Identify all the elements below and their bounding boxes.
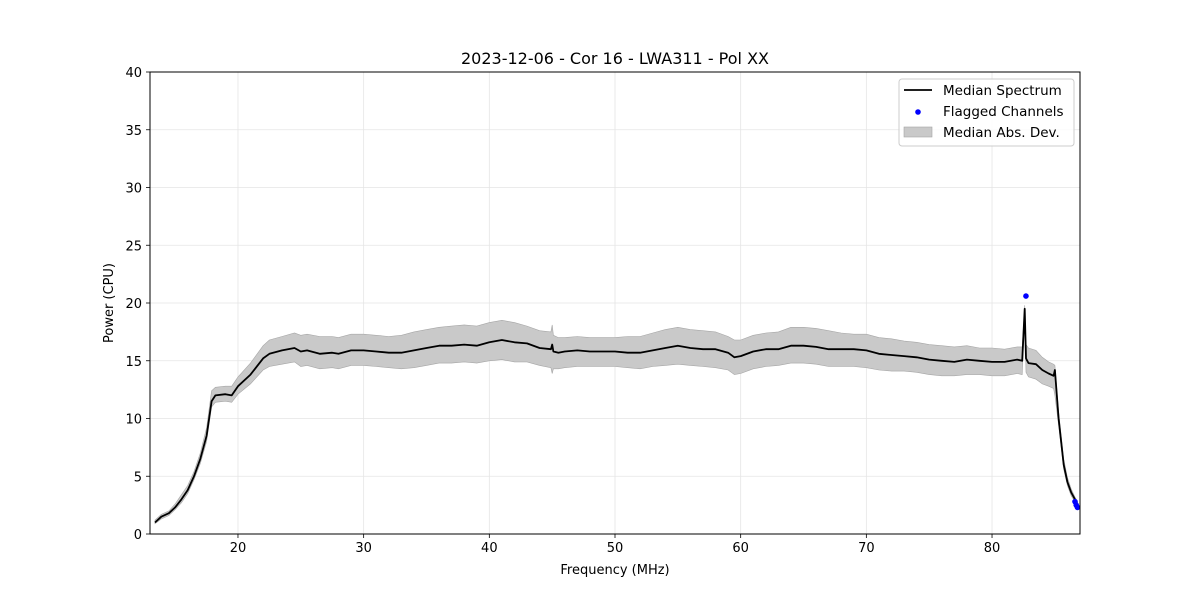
- x-tick-label: 30: [355, 541, 372, 556]
- legend-mad-label: Median Abs. Dev.: [943, 125, 1060, 141]
- x-tick-label: 70: [858, 541, 875, 556]
- y-axis-label: Power (CPU): [102, 263, 117, 343]
- x-tick-label: 80: [984, 541, 1001, 556]
- x-ticks: 20 30 40 50 60 70 80: [230, 534, 1001, 556]
- median-spectrum-line: [154, 307, 1079, 524]
- legend-flagged-label: Flagged Channels: [943, 104, 1064, 120]
- y-ticks: 0 5 10 15 20 25 30 35 40: [125, 66, 150, 543]
- median-abs-dev-band: [154, 305, 1078, 525]
- legend-mad-swatch: [903, 126, 933, 138]
- legend-box: [898, 78, 1075, 147]
- y-tick-label: 20: [125, 297, 142, 312]
- flagged-channel-point: [1023, 293, 1029, 299]
- y-tick-label: 5: [134, 470, 142, 485]
- x-axis-label: Frequency (MHz): [560, 563, 669, 578]
- x-tick-label: 20: [230, 541, 247, 556]
- legend-median-label: Median Spectrum: [943, 83, 1062, 99]
- x-tick-label: 60: [732, 541, 749, 556]
- y-tick-label: 30: [125, 182, 142, 197]
- x-tick-label: 50: [607, 541, 624, 556]
- y-tick-label: 35: [125, 124, 142, 139]
- flagged-channel-point: [1074, 504, 1081, 511]
- y-tick-label: 40: [125, 66, 142, 81]
- legend-flagged-swatch: [915, 109, 921, 115]
- x-tick-label: 40: [481, 541, 498, 556]
- y-tick-label: 25: [125, 239, 142, 254]
- legend: Median Spectrum Flagged Channels Median …: [898, 78, 1075, 147]
- y-tick-label: 0: [134, 528, 142, 543]
- flagged-channels: [1023, 293, 1081, 511]
- y-tick-label: 15: [125, 355, 142, 370]
- y-tick-label: 10: [125, 413, 142, 428]
- chart-title: 2023-12-06 - Cor 16 - LWA311 - Pol XX: [461, 49, 769, 68]
